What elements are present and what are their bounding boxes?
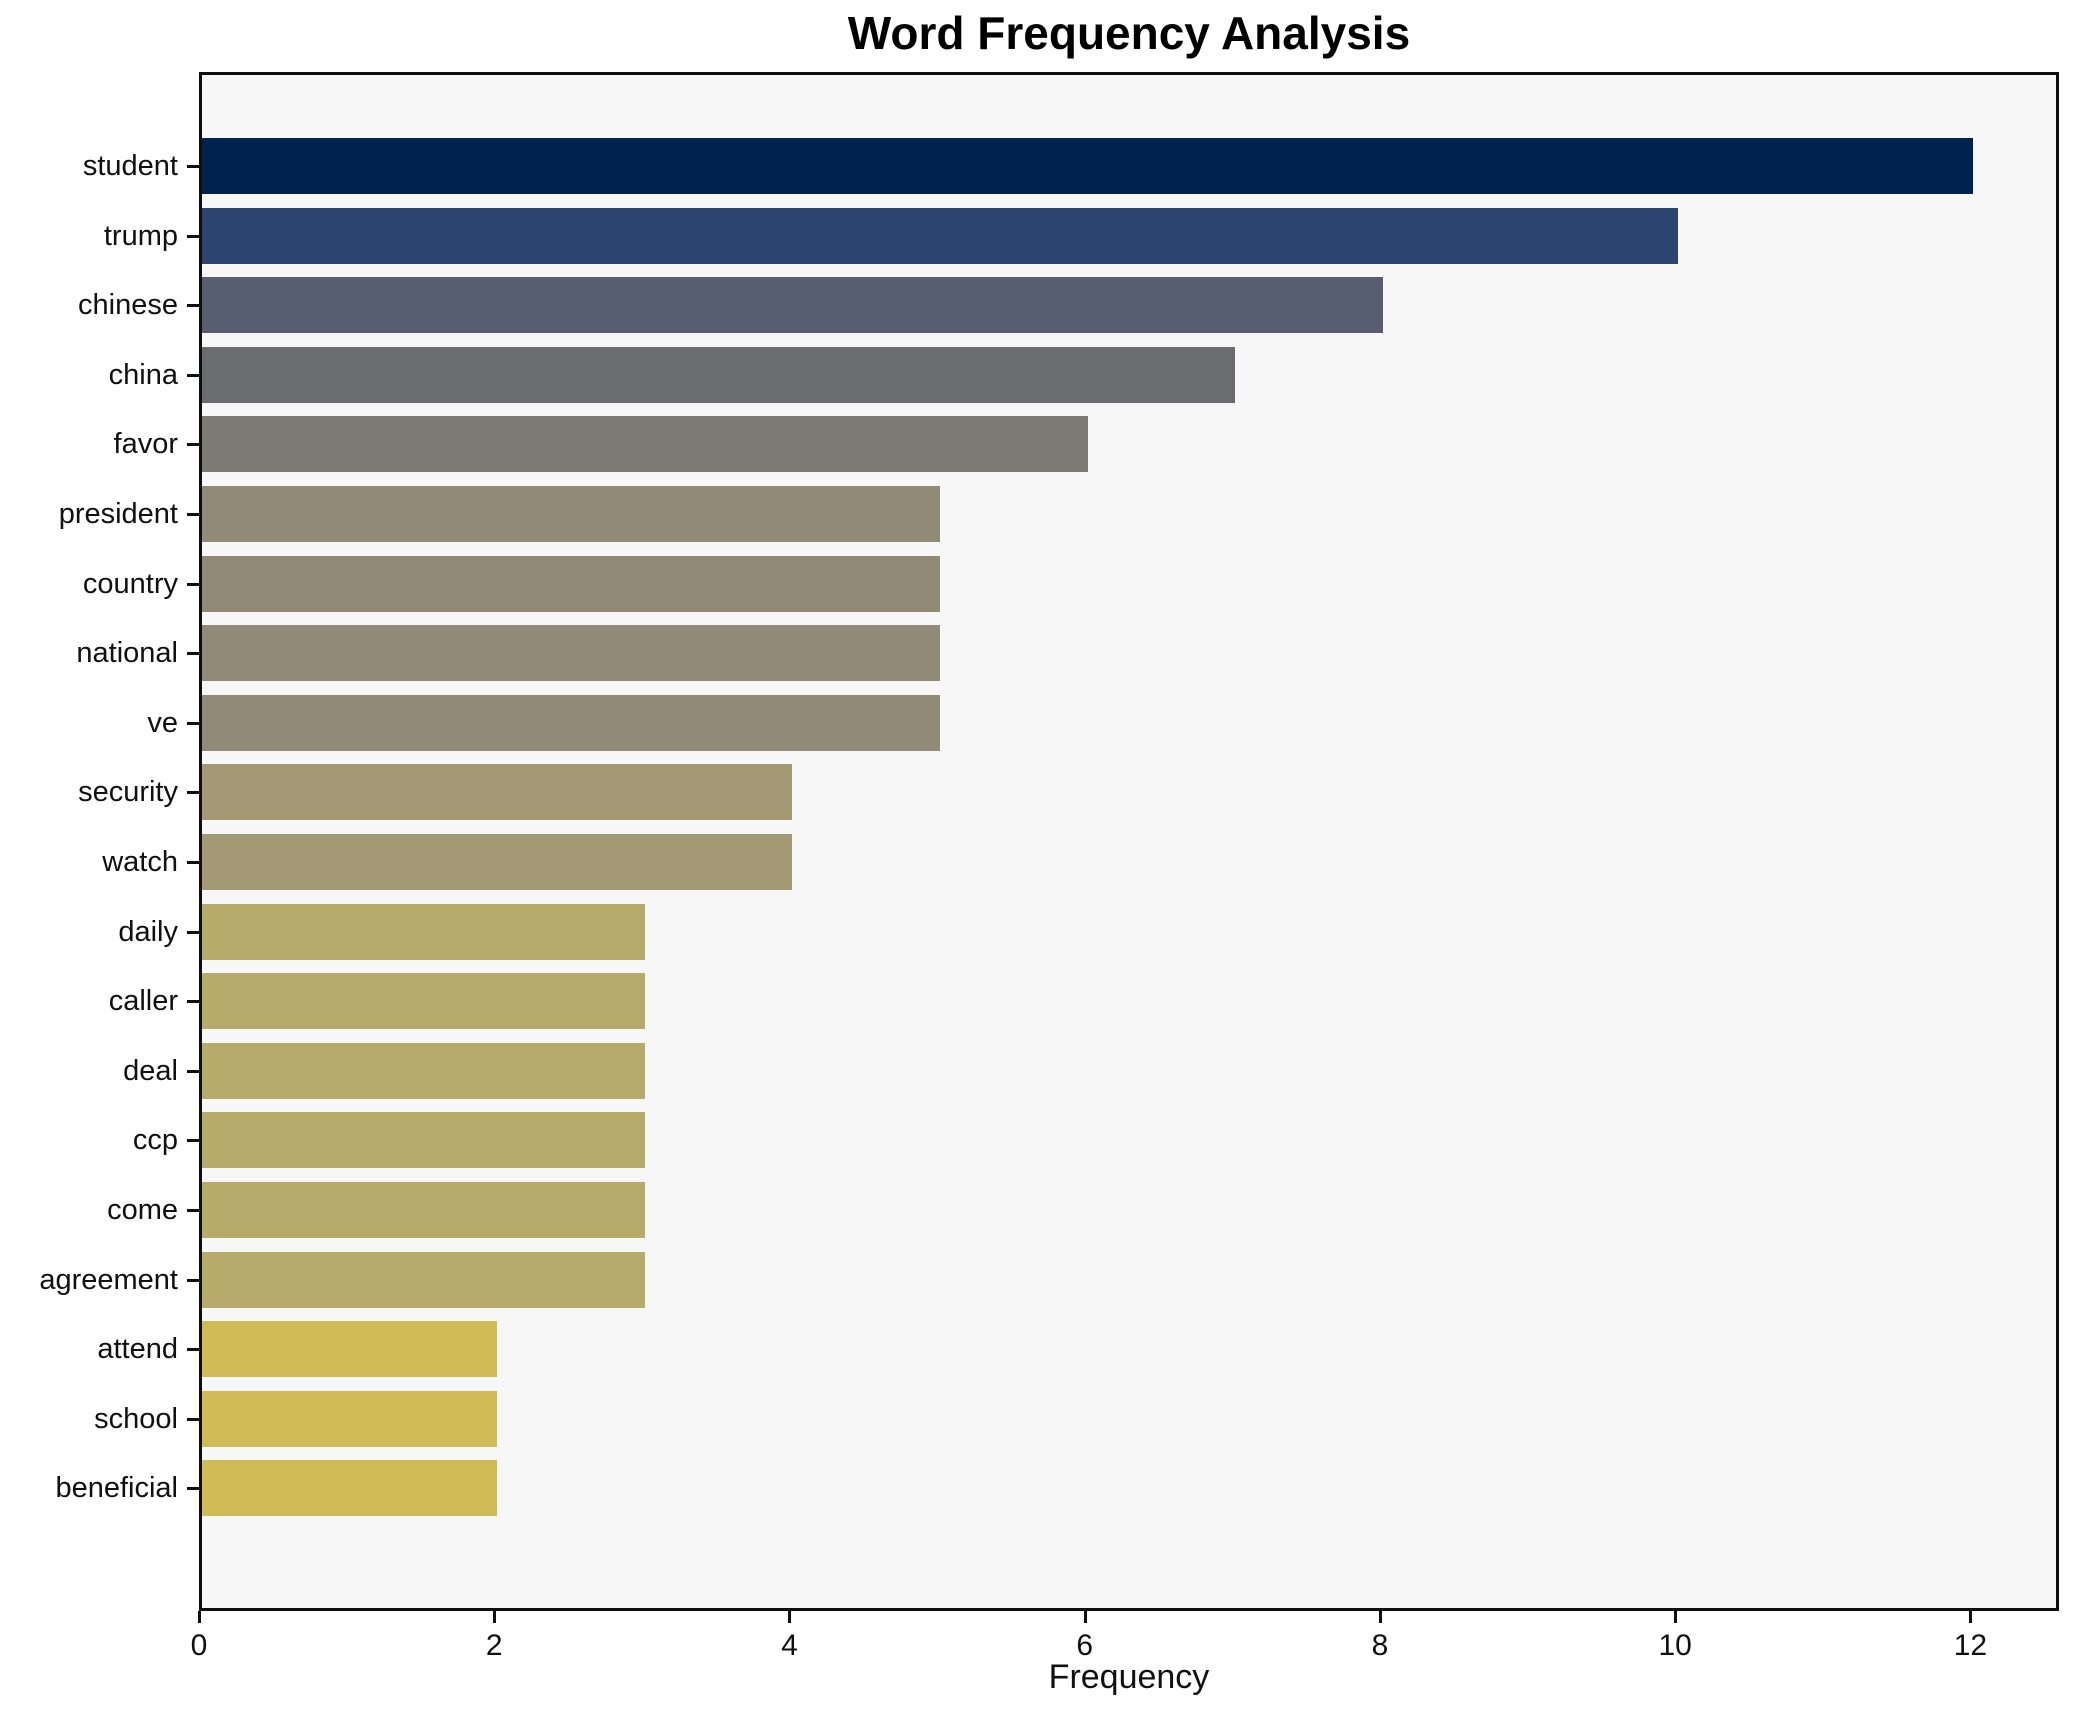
y-tick-mark — [187, 1139, 199, 1143]
y-tick-mark — [187, 304, 199, 308]
y-tick-label-caller: caller — [108, 985, 178, 1018]
y-tick-mark — [187, 721, 199, 725]
x-tick-mark — [1378, 1611, 1382, 1623]
y-tick-label-come: come — [107, 1194, 178, 1226]
y-tick-label-daily: daily — [118, 915, 178, 948]
y-tick-label-school: school — [94, 1402, 178, 1435]
x-tick-label-2: 2 — [485, 1629, 503, 1662]
y-tick-mark — [187, 652, 199, 656]
y-tick-mark — [187, 443, 199, 447]
y-tick-label-agreement: agreement — [39, 1263, 178, 1296]
x-tick-label-8: 8 — [1371, 1629, 1389, 1662]
y-tick-mark — [187, 1209, 199, 1212]
bar-ve — [202, 694, 940, 751]
y-tick-mark — [187, 1417, 199, 1421]
x-tick-mark — [493, 1611, 497, 1623]
bar-ccp — [202, 1112, 645, 1169]
y-tick-mark — [187, 165, 199, 168]
y-tick-mark — [187, 1487, 199, 1491]
bar-school — [202, 1390, 497, 1447]
plot-area — [199, 72, 2059, 1611]
y-tick-label-student: student — [82, 150, 178, 182]
bar-favor — [202, 416, 1088, 473]
bar-trump — [202, 207, 1678, 264]
y-tick-mark — [187, 1348, 199, 1352]
y-tick-mark — [187, 791, 199, 795]
bar-deal — [202, 1042, 645, 1099]
x-tick-label-0: 0 — [190, 1629, 208, 1662]
y-tick-mark — [187, 861, 199, 864]
y-tick-label-ccp: ccp — [132, 1124, 178, 1157]
y-tick-label-ve: ve — [147, 706, 178, 739]
y-tick-mark — [187, 234, 199, 238]
x-axis-label: Frequency — [1048, 1658, 1210, 1696]
y-tick-mark — [187, 582, 199, 586]
y-tick-mark — [187, 1278, 199, 1282]
bar-daily — [202, 903, 645, 960]
x-tick-mark — [1969, 1611, 1973, 1623]
bar-attend — [202, 1321, 497, 1378]
bar-security — [202, 764, 792, 821]
bar-president — [202, 486, 940, 542]
bar-country — [202, 555, 940, 612]
y-tick-label-security: security — [78, 776, 178, 809]
y-tick-mark — [187, 1069, 199, 1073]
y-tick-mark — [187, 513, 199, 516]
y-tick-label-trump: trump — [103, 219, 178, 252]
y-tick-label-beneficial: beneficial — [55, 1472, 178, 1505]
y-tick-label-country: country — [82, 567, 178, 600]
y-tick-label-china: china — [108, 358, 178, 391]
x-tick-mark — [788, 1611, 792, 1623]
x-tick-mark — [198, 1611, 201, 1623]
y-tick-label-watch: watch — [102, 846, 178, 878]
y-tick-label-chinese: chinese — [78, 289, 178, 322]
bar-watch — [202, 834, 792, 890]
bar-china — [202, 346, 1235, 403]
bar-come — [202, 1182, 645, 1238]
x-tick-mark — [1674, 1611, 1678, 1623]
x-tick-mark — [1083, 1611, 1087, 1623]
y-tick-mark — [187, 1000, 199, 1004]
bar-beneficial — [202, 1460, 497, 1517]
x-tick-label-10: 10 — [1658, 1629, 1692, 1662]
x-tick-label-12: 12 — [1953, 1629, 1988, 1662]
y-tick-mark — [187, 373, 199, 377]
y-tick-label-national: national — [76, 637, 178, 670]
bar-chinese — [202, 277, 1383, 334]
y-tick-label-deal: deal — [123, 1054, 178, 1087]
y-tick-label-favor: favor — [113, 428, 178, 461]
y-tick-mark — [187, 930, 199, 934]
y-tick-label-attend: attend — [97, 1333, 178, 1366]
bar-caller — [202, 973, 645, 1030]
bar-national — [202, 625, 940, 682]
chart-title: Word Frequency Analysis — [847, 7, 1411, 59]
y-tick-label-president: president — [58, 498, 178, 530]
bar-student — [202, 138, 1973, 194]
bar-agreement — [202, 1251, 645, 1308]
x-tick-label-4: 4 — [781, 1629, 798, 1662]
x-tick-label-6: 6 — [1076, 1629, 1094, 1662]
